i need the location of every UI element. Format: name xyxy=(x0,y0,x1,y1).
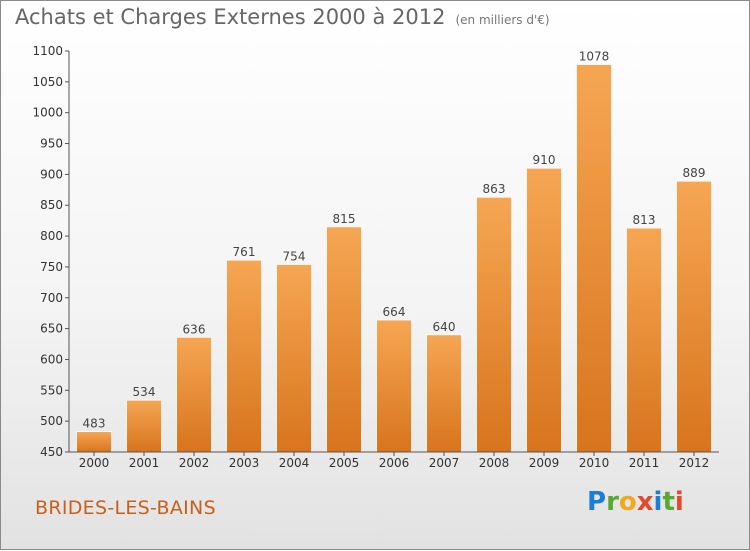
logo-letter: o xyxy=(618,487,637,517)
x-tick-label: 2009 xyxy=(529,456,560,470)
location-label: BRIDES-LES-BAINS xyxy=(35,497,216,519)
x-tick-label: 2008 xyxy=(479,456,510,470)
bar-value-label: 640 xyxy=(433,320,456,334)
logo-letter: r xyxy=(606,487,619,517)
bar-value-label: 910 xyxy=(533,153,556,167)
bar-2009 xyxy=(526,167,562,453)
logo-letter: i xyxy=(674,487,684,517)
bar-2010 xyxy=(576,64,612,453)
x-tick-label: 2006 xyxy=(379,456,410,470)
chart-title: Achats et Charges Externes 2000 à 2012 (e… xyxy=(15,5,550,29)
chart-title-text: Achats et Charges Externes 2000 à 2012 xyxy=(15,5,446,29)
bar-2007 xyxy=(426,334,462,453)
bar-2001 xyxy=(126,399,162,453)
bar-value-label: 761 xyxy=(233,245,256,259)
bar-value-label: 483 xyxy=(83,417,106,431)
chart-subtitle: (en milliers d'€) xyxy=(455,13,550,27)
logo-letter: x xyxy=(636,487,654,517)
bar-2008 xyxy=(476,196,512,453)
bar-value-label: 1078 xyxy=(579,50,610,64)
bars-group: 483 534 636 761 754 815 664 640 863 910 1078 813 889 xyxy=(76,50,712,453)
bar-2003 xyxy=(226,259,262,453)
y-tick-label: 850 xyxy=(40,198,63,212)
logo-letter: P xyxy=(587,487,607,517)
bar-value-label: 534 xyxy=(133,385,156,399)
bar-value-label: 863 xyxy=(483,182,506,196)
x-tick-label: 2005 xyxy=(329,456,360,470)
bar-2011 xyxy=(626,227,662,453)
x-tick-label: 2002 xyxy=(179,456,210,470)
bar-2000 xyxy=(76,431,112,453)
y-tick-label: 1100 xyxy=(32,44,63,58)
bar-value-label: 754 xyxy=(283,249,306,263)
bar-2005 xyxy=(326,226,362,453)
axes-group: 2000 2001 2002 2003 2004 2005 2006 2007 2008 2009… xyxy=(32,44,719,470)
y-tick-label: 1000 xyxy=(32,106,63,120)
y-tick-label: 750 xyxy=(40,260,63,274)
bar-2006 xyxy=(376,319,412,453)
y-tick-label: 1050 xyxy=(32,75,63,89)
x-tick-label: 2000 xyxy=(79,456,110,470)
y-tick-label: 500 xyxy=(40,414,63,428)
bar-value-label: 636 xyxy=(183,322,206,336)
x-tick-label: 2010 xyxy=(579,456,610,470)
bar-value-label: 664 xyxy=(383,305,406,319)
y-tick-label: 700 xyxy=(40,291,63,305)
bar-2002 xyxy=(176,336,212,453)
y-tick-label: 550 xyxy=(40,383,63,397)
x-tick-label: 2012 xyxy=(679,456,710,470)
x-tick-label: 2004 xyxy=(279,456,310,470)
x-tick-label: 2003 xyxy=(229,456,260,470)
logo-letter: t xyxy=(662,487,675,517)
x-tick-label: 2001 xyxy=(129,456,160,470)
bar-2004 xyxy=(276,264,312,453)
y-tick-label: 650 xyxy=(40,322,63,336)
bar-value-label: 813 xyxy=(633,213,656,227)
x-tick-label: 2011 xyxy=(629,456,660,470)
bar-2012 xyxy=(676,180,712,453)
proxiti-logo[interactable]: Proxiti xyxy=(587,487,684,517)
y-tick-label: 800 xyxy=(40,229,63,243)
y-tick-label: 450 xyxy=(40,445,63,459)
y-tick-label: 600 xyxy=(40,352,63,366)
bar-value-label: 815 xyxy=(333,212,356,226)
y-tick-label: 900 xyxy=(40,167,63,181)
logo-letter: i xyxy=(653,487,663,517)
bar-value-label: 889 xyxy=(683,166,706,180)
x-tick-label: 2007 xyxy=(429,456,460,470)
y-tick-label: 950 xyxy=(40,137,63,151)
